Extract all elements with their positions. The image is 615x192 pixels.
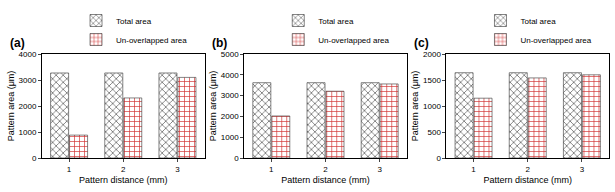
svg-text:Total area: Total area — [116, 17, 152, 26]
svg-text:Pattern distance (mm): Pattern distance (mm) — [281, 175, 370, 185]
svg-text:1000: 1000 — [19, 128, 37, 137]
svg-text:2000: 2000 — [423, 50, 441, 59]
svg-text:500: 500 — [428, 128, 442, 137]
svg-text:5000: 5000 — [221, 50, 239, 59]
svg-text:Pattern area (μm): Pattern area (μm) — [6, 71, 16, 142]
svg-text:1: 1 — [67, 165, 72, 174]
svg-text:Un-overlapped area: Un-overlapped area — [116, 36, 187, 45]
svg-text:1500: 1500 — [423, 76, 441, 85]
svg-text:(c): (c) — [414, 36, 429, 50]
svg-text:0: 0 — [436, 154, 441, 163]
svg-text:2: 2 — [121, 165, 126, 174]
svg-text:0: 0 — [234, 154, 239, 163]
svg-text:1: 1 — [269, 165, 274, 174]
svg-text:Pattern area (μm): Pattern area (μm) — [410, 71, 420, 142]
svg-text:3: 3 — [377, 165, 382, 174]
svg-text:(a): (a) — [10, 36, 25, 50]
svg-text:4000: 4000 — [221, 71, 239, 80]
svg-text:3: 3 — [175, 165, 180, 174]
svg-text:1: 1 — [471, 165, 476, 174]
svg-text:Pattern distance (mm): Pattern distance (mm) — [79, 175, 168, 185]
svg-text:Un-overlapped area: Un-overlapped area — [520, 36, 591, 45]
svg-text:2000: 2000 — [221, 112, 239, 121]
svg-text:2: 2 — [526, 165, 531, 174]
svg-text:1000: 1000 — [221, 133, 239, 142]
svg-text:Pattern area (μm): Pattern area (μm) — [208, 71, 218, 142]
svg-text:0: 0 — [32, 154, 37, 163]
svg-text:Total area: Total area — [318, 17, 354, 26]
svg-text:Un-overlapped area: Un-overlapped area — [318, 36, 389, 45]
svg-text:(b): (b) — [212, 36, 227, 50]
svg-text:3000: 3000 — [221, 91, 239, 100]
svg-text:3000: 3000 — [19, 76, 37, 85]
svg-text:3: 3 — [580, 165, 585, 174]
svg-text:Pattern distance (mm): Pattern distance (mm) — [483, 175, 572, 185]
svg-text:Total area: Total area — [520, 17, 556, 26]
svg-text:4000: 4000 — [19, 50, 37, 59]
svg-text:2000: 2000 — [19, 102, 37, 111]
svg-text:2: 2 — [323, 165, 328, 174]
svg-text:1000: 1000 — [423, 102, 441, 111]
